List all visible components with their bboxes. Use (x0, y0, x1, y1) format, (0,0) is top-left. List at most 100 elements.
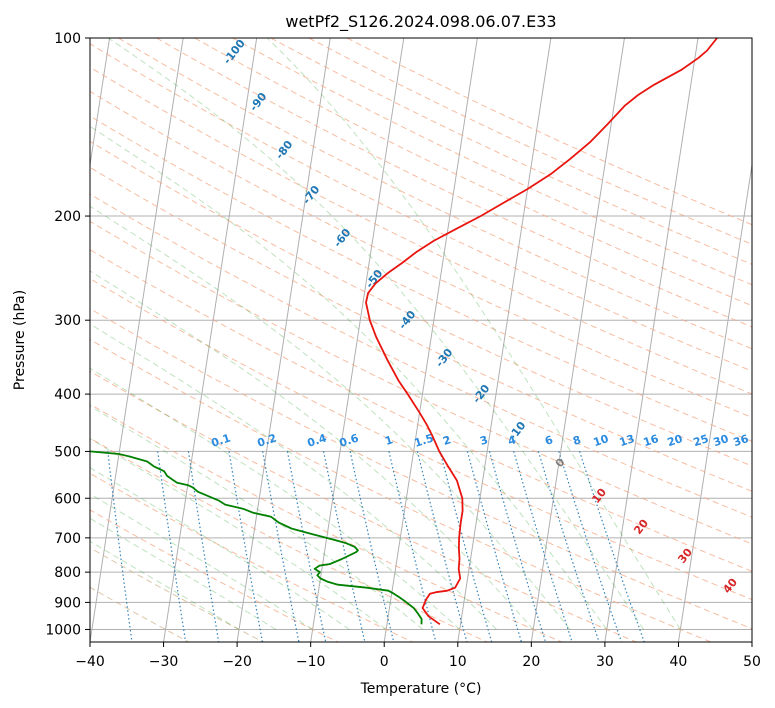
x-tick-label: 40 (670, 654, 688, 670)
moist-adiabat-line (90, 493, 313, 630)
moist-adiabat-line (90, 517, 277, 630)
axis-ticks: −40 −30 −20 −10 0 10 20 30 40 5010020030040050060… (45, 31, 761, 670)
grid-layer: -100-90-80-70-60-50-40-30-20-10010203040… (90, 37, 752, 642)
dry-adiabat-line (90, 403, 563, 642)
x-tick-label: 30 (596, 654, 614, 670)
mixing-ratio-line (187, 451, 220, 642)
moist-adiabat-line (108, 38, 645, 630)
dry-adiabat-line (90, 338, 713, 642)
isotherm-line (383, 38, 478, 642)
moist-adiabat-line (90, 125, 608, 630)
mixing-ratio-line (157, 451, 187, 642)
dry-adiabat-line (90, 66, 752, 395)
mixing-ratio-label: 1 (383, 433, 394, 448)
mixing-ratio-label: 0.4 (306, 431, 329, 449)
moist-adiabat-line (90, 467, 350, 630)
mixing-ratio-line (513, 451, 573, 642)
mixing-ratio-line (466, 451, 523, 642)
temperature-profile-line (365, 38, 718, 626)
y-tick-label: 500 (54, 444, 81, 460)
dry-adiabat-line (90, 547, 265, 642)
moist-adiabat-line (266, 38, 681, 630)
x-tick-label: 20 (522, 654, 540, 670)
dry-adiabat-line (90, 43, 752, 372)
dry-adiabat-line (90, 586, 190, 642)
mixing-ratio-label: 20 (666, 432, 685, 449)
moist-adiabat-line (90, 323, 497, 630)
mixing-ratio-line (537, 451, 600, 642)
x-tick-label: −30 (149, 654, 179, 670)
y-tick-label: 300 (54, 313, 81, 329)
y-tick-label: 1000 (45, 622, 81, 638)
dry-adiabat-label: 0 (553, 456, 568, 470)
dry-adiabat-line (90, 509, 339, 642)
dewpoint-profile-line (90, 450, 423, 625)
isotherm-line (163, 38, 258, 642)
mixing-ratio-label: 13 (618, 432, 637, 449)
isotherm-line (236, 38, 331, 642)
x-axis-label: Temperature (°C) (360, 681, 482, 697)
y-axis-label: Pressure (hPa) (12, 290, 28, 390)
dry-adiabat-line (90, 308, 752, 630)
isotherm-line (530, 38, 625, 642)
x-tick-label: 0 (380, 654, 389, 670)
mixing-ratio-line (262, 451, 300, 642)
mixing-ratio-label: 10 (592, 432, 611, 449)
dry-adiabat-label: -20 (470, 382, 493, 406)
x-tick-label: −20 (222, 654, 252, 670)
mixing-ratio-label: 16 (642, 432, 661, 449)
mixing-ratio-label: 6 (543, 433, 555, 448)
dry-adiabat-line (90, 472, 414, 642)
moist-adiabat-line (90, 540, 240, 630)
moist-adiabat-line (90, 367, 461, 630)
mixing-ratio-label: 25 (692, 432, 711, 449)
dry-adiabat-label: -100 (221, 37, 248, 67)
isotherm-line (310, 38, 405, 642)
x-tick-label: 10 (449, 654, 467, 670)
dry-adiabat-label: -40 (396, 308, 419, 332)
mixing-ratio-line (558, 451, 623, 642)
x-tick-label: −10 (296, 654, 326, 670)
y-tick-label: 200 (54, 209, 81, 225)
mixing-ratio-label: 0.6 (338, 431, 361, 449)
dry-adiabat-label: 30 (675, 546, 695, 566)
mixing-ratio-line (228, 451, 264, 642)
dry-adiabat-label: -90 (247, 90, 270, 114)
dry-adiabat-label: -70 (300, 183, 323, 207)
y-tick-label: 700 (54, 531, 81, 547)
isotherm-line (90, 38, 111, 169)
mixing-ratio-label: 3 (478, 433, 489, 448)
dry-adiabat-label: 40 (720, 576, 740, 596)
dry-adiabat-line (308, 38, 752, 245)
y-tick-label: 800 (54, 565, 81, 581)
mixing-ratio-label: 2 (441, 433, 452, 448)
x-tick-label: 50 (743, 654, 761, 670)
y-tick-label: 100 (54, 31, 81, 47)
mixing-ratio-line (349, 451, 395, 642)
isotherm-line (604, 38, 699, 642)
dry-adiabat-line (346, 38, 752, 226)
chart-title: wetPf2_S126.2024.098.06.07.E33 (285, 12, 556, 32)
dry-adiabat-line (118, 38, 752, 350)
mixing-ratio-line (439, 451, 493, 642)
dry-adiabat-line (90, 193, 752, 518)
plot-frame (89, 37, 753, 643)
mixing-ratio-label: 0.1 (210, 431, 233, 449)
moist-adiabat-line (90, 437, 387, 630)
mixing-ratio-label: 1.5 (413, 431, 436, 449)
y-tick-label: 400 (54, 387, 81, 403)
x-tick-label: −40 (75, 654, 105, 670)
mixing-ratio-line (388, 451, 437, 642)
isotherm-line (90, 38, 184, 642)
mixing-ratio-line (286, 451, 327, 642)
y-tick-label: 900 (54, 595, 81, 611)
isotherm-line (751, 638, 752, 642)
mixing-ratio-label: 4 (506, 433, 518, 448)
dry-adiabat-line (90, 115, 752, 442)
dry-adiabat-label: -30 (433, 346, 456, 370)
dry-adiabat-line (90, 140, 752, 467)
mixing-ratio-line (579, 451, 645, 642)
isotherm-line (677, 161, 752, 642)
dry-adiabat-line (90, 370, 638, 642)
